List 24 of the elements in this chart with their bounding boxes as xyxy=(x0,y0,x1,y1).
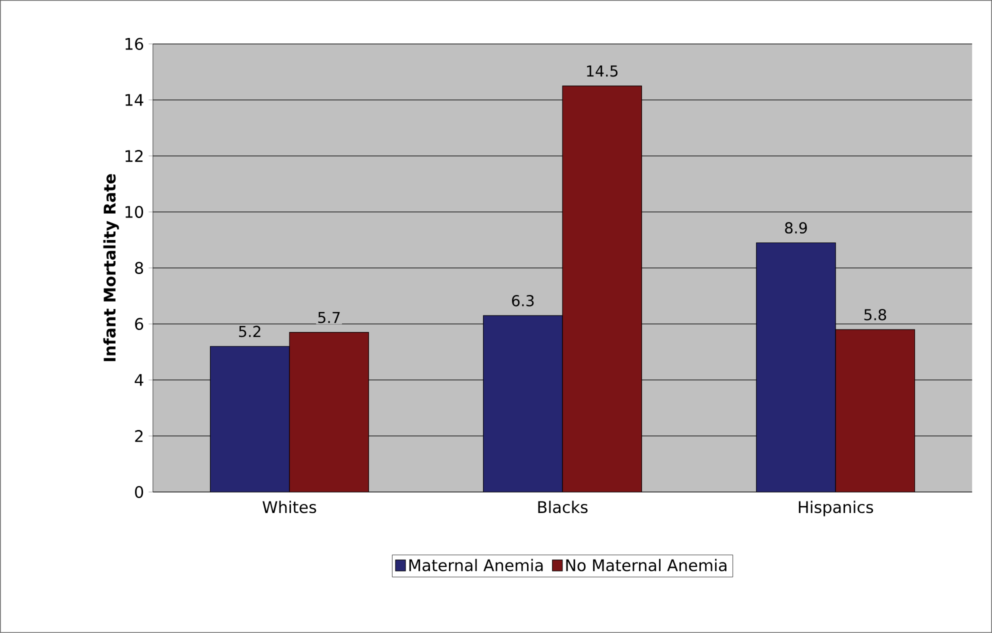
y-tick-label: 6 xyxy=(135,318,144,330)
y-tick-label: 16 xyxy=(126,38,144,50)
data-label: 8.9 xyxy=(785,222,807,234)
bar xyxy=(483,315,563,492)
y-tick-label: 12 xyxy=(126,150,143,162)
x-tick-label: Whites xyxy=(262,500,316,514)
y-axis-title: Infant Mortality Rate xyxy=(103,174,119,362)
data-label: 5.2 xyxy=(239,326,260,338)
y-tick-label: 8 xyxy=(135,262,144,274)
y-tick-label: 2 xyxy=(135,430,143,442)
data-label: 5.8 xyxy=(864,309,886,320)
x-tick-label: Blacks xyxy=(538,500,588,514)
bar xyxy=(756,242,836,492)
y-tick-label: 14 xyxy=(126,94,144,106)
data-label: 14.5 xyxy=(587,66,618,77)
y-tick-label: 10 xyxy=(126,206,144,218)
bar xyxy=(210,346,290,492)
y-tick-label: 4 xyxy=(134,374,144,386)
data-label: 6.3 xyxy=(512,295,534,306)
legend-label: No Maternal Anemia xyxy=(566,558,726,572)
data-label: 5.7 xyxy=(318,312,340,324)
y-tick-label: 0 xyxy=(135,486,144,498)
legend-label: Maternal Anemia xyxy=(409,558,543,572)
x-tick-label: Hispanics xyxy=(798,500,874,516)
